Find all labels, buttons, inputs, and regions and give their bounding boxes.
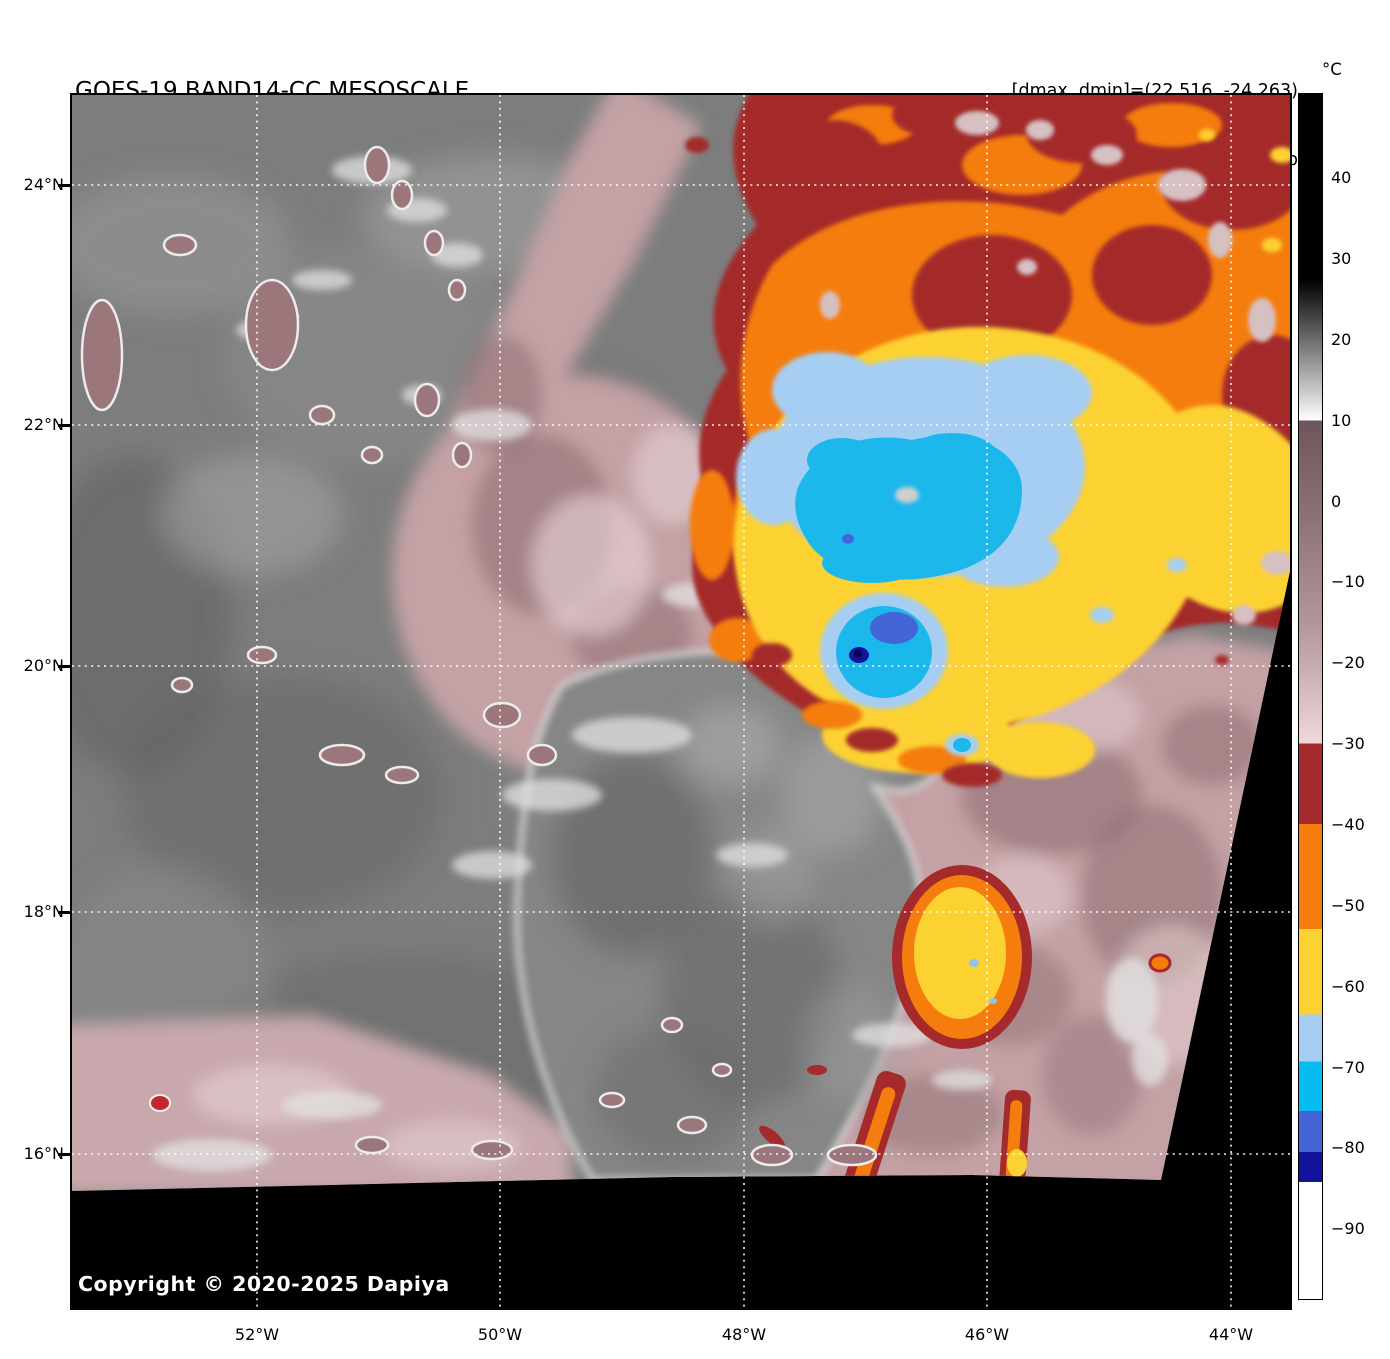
lon-label-50w: 50°W xyxy=(477,1325,523,1344)
colorbar-tick-m30: −30 xyxy=(1331,734,1365,753)
lat-tick-20n xyxy=(58,665,70,668)
lat-label-22n: 22°N xyxy=(23,415,64,434)
colorbar-tick-m60: −60 xyxy=(1331,977,1365,996)
overshoot-royal-blue xyxy=(842,534,918,644)
colorbar-tick-m10: −10 xyxy=(1331,572,1365,591)
convective-band xyxy=(759,865,1172,1191)
map-frame: Copyright © 2020-2025 Dapiya xyxy=(70,93,1292,1310)
colorbar-tick-m50: −50 xyxy=(1331,896,1365,915)
colorbar-unit: °C xyxy=(1322,60,1342,79)
lon-label-44w: 44°W xyxy=(1208,1325,1254,1344)
lat-tick-24n xyxy=(58,184,70,187)
lon-label-52w: 52°W xyxy=(234,1325,280,1344)
colorbar-tick-m90: −90 xyxy=(1331,1219,1365,1238)
imagery xyxy=(72,95,1290,1191)
colorbar-tick-m40: −40 xyxy=(1331,815,1365,834)
lat-label-18n: 18°N xyxy=(23,902,64,921)
colorbar-tick-m80: −80 xyxy=(1331,1138,1365,1157)
colorbar-tick-10: 10 xyxy=(1331,411,1352,430)
map-canvas xyxy=(72,95,1290,1308)
lat-label-16n: 16°N xyxy=(23,1144,64,1163)
shield-warm-spots xyxy=(820,111,1290,625)
lat-tick-16n xyxy=(58,1153,70,1156)
colorbar-gradient xyxy=(1298,93,1323,1300)
gray-swirl xyxy=(514,649,943,1182)
colorbar-tick-30: 30 xyxy=(1331,249,1352,268)
overshoot-navy xyxy=(849,647,869,663)
bright-cloud-streaks xyxy=(152,156,1168,1171)
lon-label-48w: 48°W xyxy=(721,1325,767,1344)
small-red-cell xyxy=(149,1094,171,1112)
colorbar-tick-40: 40 xyxy=(1331,168,1352,187)
lat-label-24n: 24°N xyxy=(23,175,64,194)
copyright-watermark: Copyright © 2020-2025 Dapiya xyxy=(78,1272,450,1296)
grid-lines xyxy=(72,95,1290,1308)
lat-tick-22n xyxy=(58,424,70,427)
colorbar-tick-m20: −20 xyxy=(1331,653,1365,672)
lon-label-46w: 46°W xyxy=(964,1325,1010,1344)
colorbar-tick-20: 20 xyxy=(1331,330,1352,349)
lat-label-20n: 20°N xyxy=(23,656,64,675)
lat-tick-18n xyxy=(58,911,70,914)
colorbar-tick-m70: −70 xyxy=(1331,1058,1365,1077)
colorbar-tick-0: 0 xyxy=(1331,492,1342,511)
